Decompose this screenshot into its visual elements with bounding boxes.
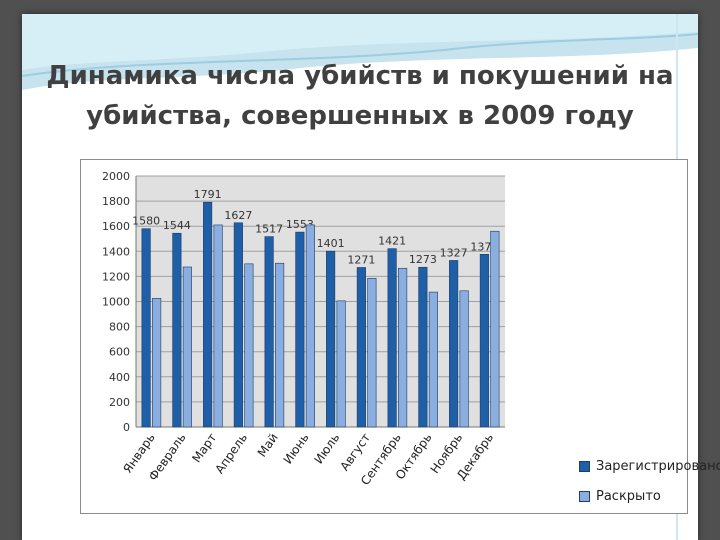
bar-registered: [295, 231, 305, 428]
slide: Динамика числа убийств и покушений на уб…: [22, 14, 720, 540]
title-line-2: убийства, совершенных в 2009 году: [86, 101, 634, 131]
legend-item-solved: Раскрыто: [579, 486, 720, 506]
bar-solved: [459, 290, 469, 428]
bar-solved: [244, 263, 254, 428]
bar-solved: [213, 224, 223, 428]
decorative-swoosh: [22, 14, 698, 90]
bar-solved: [428, 291, 438, 428]
bar-solved: [275, 262, 285, 428]
data-label: 1580: [132, 215, 160, 228]
bar-solved: [152, 298, 162, 428]
bar-registered: [141, 228, 151, 428]
bar-registered: [479, 254, 489, 428]
bar-solved: [367, 277, 377, 428]
x-tick-label: Июнь: [281, 431, 312, 467]
data-label: 1544: [163, 219, 191, 232]
data-label: 1791: [194, 188, 222, 201]
bar-solved: [305, 224, 315, 428]
data-label: 1327: [440, 246, 468, 259]
bar-registered: [418, 266, 428, 428]
bar-registered: [264, 236, 274, 428]
bar-registered: [387, 248, 397, 428]
legend-label-solved: Раскрыто: [596, 488, 661, 504]
data-label: 1271: [347, 253, 375, 266]
data-label: 1627: [224, 209, 252, 222]
legend-label-registered: Зарегистрировано: [596, 458, 720, 474]
bar-registered: [233, 222, 243, 428]
bar-registered: [449, 260, 459, 428]
bar-registered: [172, 232, 182, 428]
y-tick-label: 2000: [102, 170, 130, 183]
y-tick-label: 0: [123, 421, 130, 434]
chart-container: 0 200 400 600 800 1000 1200 1400 1600 1800 2000 158…: [80, 159, 720, 514]
x-tick-label: Апрель: [212, 431, 250, 477]
bar-chart: 0 200 400 600 800 1000 1200 1400 1600 1800 2000 158…: [102, 170, 505, 488]
bar-registered: [326, 250, 336, 428]
slide-title: Динамика числа убийств и покушений на уб…: [22, 56, 698, 136]
data-label: 1273: [409, 253, 437, 266]
x-tick-label: Март: [189, 431, 219, 466]
x-tick-label: Июль: [311, 431, 342, 467]
chart-legend: Зарегистрировано Раскрыто: [579, 456, 720, 516]
y-tick-label: 1600: [102, 220, 130, 233]
y-tick-label: 1400: [102, 245, 130, 258]
y-tick-label: 1000: [102, 296, 130, 309]
y-tick-label: 1200: [102, 270, 130, 283]
legend-item-registered: Зарегистрировано: [579, 456, 720, 476]
data-label: 1421: [378, 235, 406, 248]
y-tick-label: 1800: [102, 195, 130, 208]
bar-solved: [398, 267, 408, 428]
y-tick-label: 600: [109, 346, 130, 359]
data-label: 1517: [255, 223, 283, 236]
bar-registered: [356, 267, 366, 428]
legend-swatch-solved: [579, 490, 590, 502]
data-label: 1401: [317, 237, 345, 250]
y-tick-label: 200: [109, 396, 130, 409]
title-line-1: Динамика числа убийств и покушений на: [46, 61, 674, 91]
bar-registered: [203, 201, 213, 428]
y-tick-label: 800: [109, 321, 130, 334]
legend-swatch-registered: [579, 460, 590, 472]
x-tick-label: Май: [255, 431, 281, 460]
y-tick-label: 400: [109, 371, 130, 384]
bar-solved: [490, 230, 500, 428]
bar-solved: [336, 300, 346, 428]
bar-solved: [182, 266, 192, 428]
